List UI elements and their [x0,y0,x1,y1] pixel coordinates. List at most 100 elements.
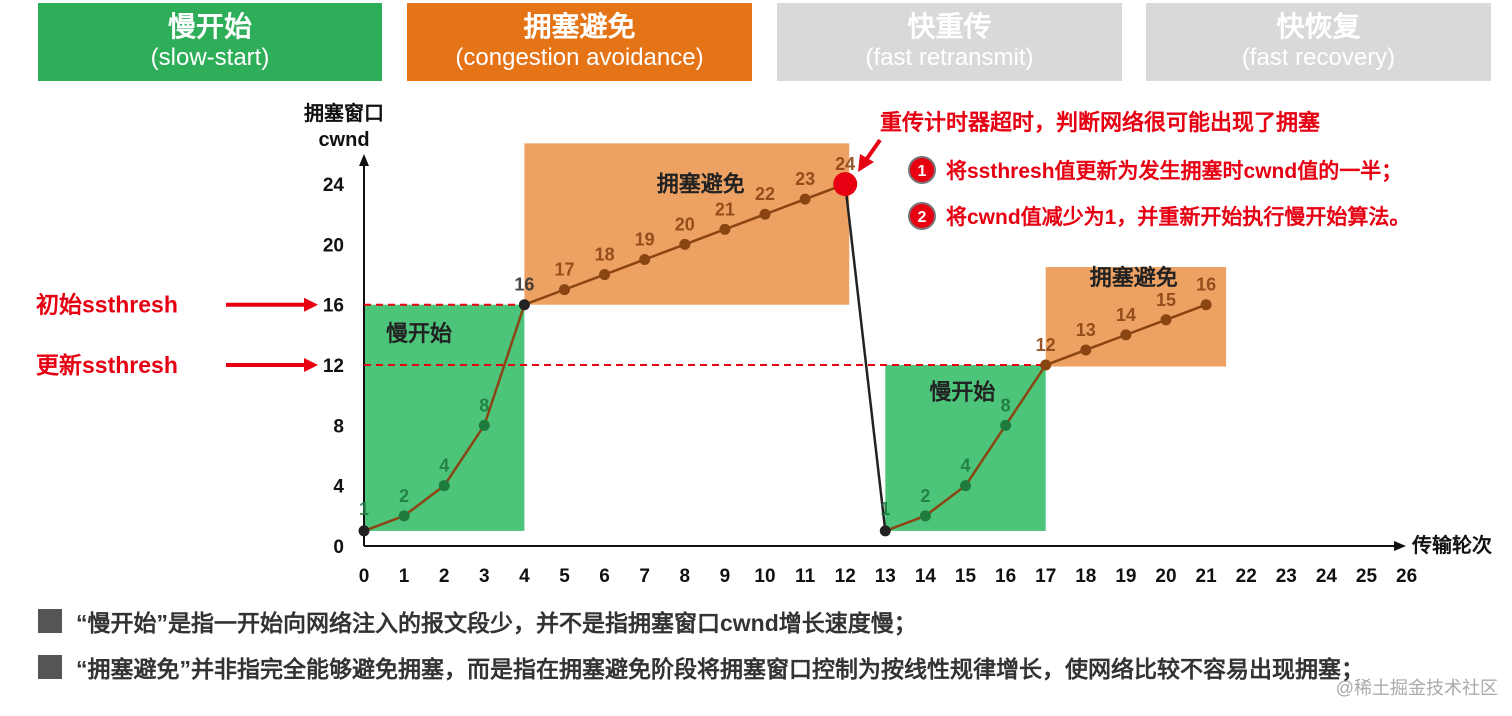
x-tick-label: 22 [1236,566,1257,587]
y-axis-label: 拥塞窗口 [304,101,384,125]
cwnd-line-segment [724,213,766,231]
cwnd-line-segment [1045,348,1087,367]
x-tick-label: 8 [680,566,691,587]
data-point [1080,344,1092,356]
y-axis-label: cwnd [318,129,369,151]
x-tick-label: 13 [875,566,896,587]
data-label: 17 [554,260,574,280]
watermark: @稀土掘金技术社区 [1335,678,1498,698]
y-axis-arrow-icon [359,154,369,166]
data-label: 24 [835,154,855,174]
x-tick-label: 0 [359,566,370,587]
phase-region [1045,267,1227,367]
data-point [1000,419,1012,431]
data-label: 8 [1001,395,1011,415]
phase-region [885,365,1046,531]
tab-title: 拥塞避免 [523,11,636,42]
data-point [478,419,490,431]
bullet-square-icon [38,655,62,679]
timeout-marker [833,172,858,197]
x-tick-label: 18 [1075,566,1096,587]
x-tick-label: 20 [1155,566,1176,587]
data-label: 19 [635,229,655,249]
data-label: 8 [479,395,489,415]
data-point [1120,329,1132,341]
data-point [679,238,691,250]
bullet-square-icon [38,609,62,633]
x-tick-label: 1 [399,566,410,587]
tab-title: 慢开始 [167,11,252,42]
cwnd-line-segment [1125,318,1167,337]
cwnd-line-segment [764,197,806,216]
timeout-item-text: 将cwnd值减少为1，并重新开始执行慢开始算法。 [946,205,1410,229]
data-point [518,299,530,311]
data-label: 2 [920,486,930,506]
arrow-right-icon [304,297,318,312]
tab-congestion-avoidance: 拥塞避免 (congestion avoidance) [407,3,752,81]
cwnd-line-segment [483,304,526,426]
tab-title: 快恢复 [1276,11,1361,42]
x-tick-label: 16 [995,566,1016,587]
x-axis-label: 传输轮次 [1411,533,1492,557]
data-point [639,253,651,265]
region-label: 慢开始 [929,380,995,405]
x-tick-label: 10 [754,566,775,587]
phase-region [524,143,850,305]
x-tick-label: 25 [1356,566,1378,587]
cwnd-line-segment [604,258,646,276]
data-label: 4 [960,456,970,476]
data-point [879,525,891,537]
cwnd-line-segment [1165,303,1207,321]
region-label: 慢开始 [386,321,452,346]
data-label: 13 [1076,320,1096,340]
data-point [438,480,450,492]
y-tick-label: 8 [333,416,344,437]
tab-subtitle: (slow-start) [150,44,270,71]
x-tick-label: 19 [1115,566,1136,587]
data-point [799,193,811,205]
y-tick-label: 24 [323,175,345,196]
x-tick-label: 15 [955,566,977,587]
note-congestion-avoidance: “拥塞避免”并非指完全能够避免拥塞，而是指在拥塞避免阶段将拥塞窗口控制为按线性规… [38,650,1364,684]
data-label: 21 [715,199,735,219]
note-text: “拥塞避免”并非指完全能够避免拥塞，而是指在拥塞避免阶段将拥塞窗口控制为按线性规… [76,656,1364,682]
data-label: 23 [795,169,815,189]
note-text: “慢开始”是指一开始向网络注入的报文段少，并不是指拥塞窗口cwnd增长速度慢； [76,610,917,636]
cwnd-line-segment [443,424,486,487]
region-label: 拥塞避免 [657,172,745,197]
data-label: 18 [595,245,615,265]
cwnd-line-segment [924,484,967,517]
arrow-right-icon [304,358,318,373]
data-point [719,223,731,235]
x-axis-arrow-icon [1394,541,1406,551]
data-point [1200,299,1212,311]
data-point [960,480,971,492]
x-tick-label: 11 [795,566,816,587]
phase-region [364,304,525,531]
cwnd-line-segment [1085,333,1127,352]
x-tick-label: 26 [1396,566,1417,587]
data-point [599,269,611,281]
tab-subtitle: (fast recovery) [1241,44,1396,71]
cwnd-line-segment [684,228,726,246]
cwnd-line-segment [564,273,606,291]
timeout-item-text: 将ssthresh值更新为发生拥塞时cwnd值的一半； [946,159,1402,183]
cwnd-line-segment [523,288,565,306]
number-badge-icon [908,156,936,184]
number-badge-icon [908,202,936,230]
note-slow-start: “慢开始”是指一开始向网络注入的报文段少，并不是指拥塞窗口cwnd增长速度慢； [38,604,917,638]
ssthresh-label: 更新ssthresh [36,352,178,378]
cwnd-line-segment [403,484,445,517]
data-point [358,525,370,537]
data-point [559,284,570,296]
cwnd-line-segment [964,424,1007,487]
region-label: 拥塞避免 [1090,265,1178,290]
data-point [1160,314,1172,326]
data-label: 22 [755,184,775,204]
x-tick-label: 21 [1196,566,1218,587]
number-badge-text: 2 [918,209,927,226]
data-label: 16 [514,275,534,295]
y-tick-label: 0 [333,537,344,558]
data-label: 4 [439,456,449,476]
